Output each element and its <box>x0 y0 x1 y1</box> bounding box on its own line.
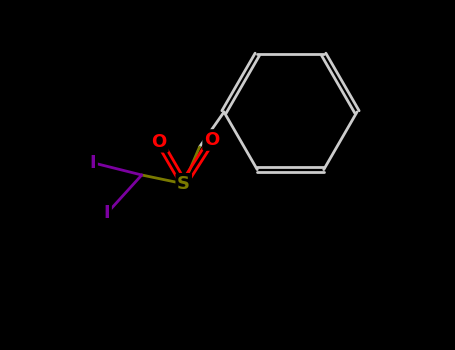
Text: O: O <box>152 133 167 151</box>
Text: I: I <box>90 154 96 172</box>
Text: O: O <box>204 131 219 149</box>
Text: I: I <box>103 204 110 223</box>
Text: S: S <box>177 175 190 193</box>
